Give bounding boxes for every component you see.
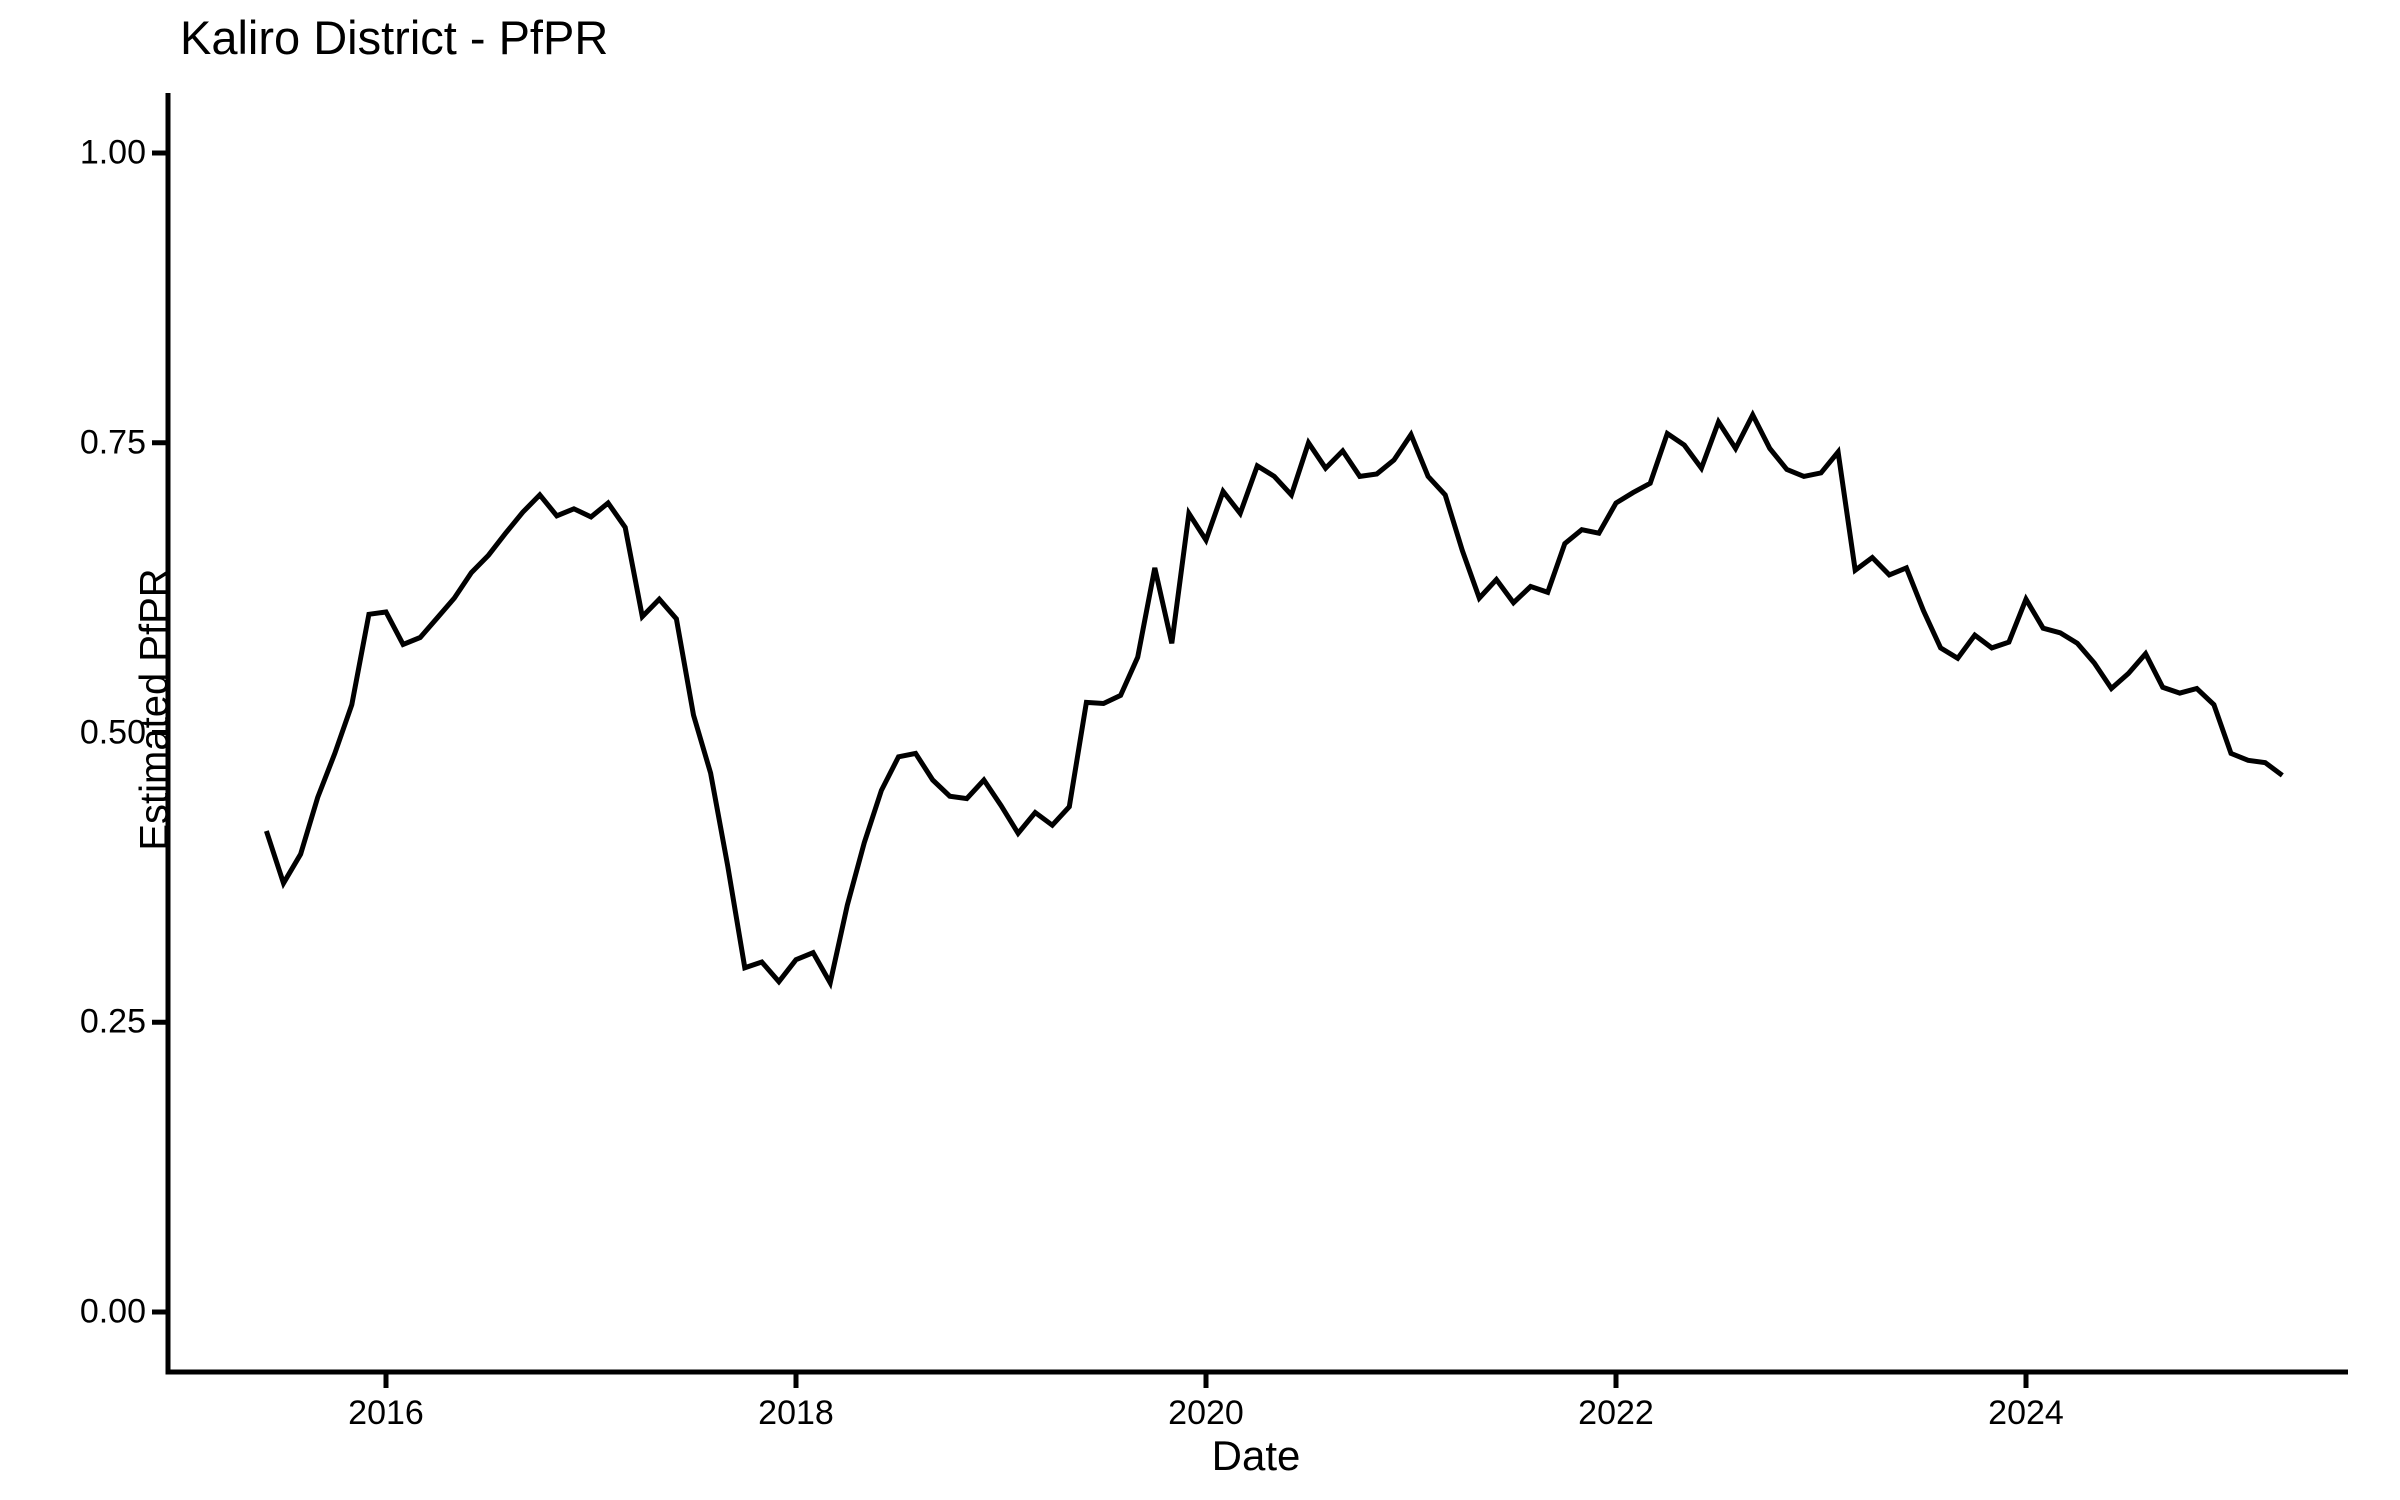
y-tick-label: 0.50 [79, 713, 146, 751]
x-tick-label: 2016 [348, 1394, 424, 1432]
tick-marks [152, 150, 2029, 1388]
pfpr-line-series [264, 409, 2284, 990]
estimated-pfpr-line [264, 409, 2284, 990]
x-tick-label: 2018 [758, 1394, 834, 1432]
chart-title: Kaliro District - PfPR [180, 11, 609, 64]
x-tick-label: 2020 [1168, 1394, 1244, 1432]
y-tick-label: 0.75 [79, 423, 146, 462]
x-tick-label: 2024 [1988, 1394, 2064, 1432]
x-tick-label: 2022 [1578, 1394, 1654, 1432]
x-axis-title: Date [1211, 1432, 1301, 1479]
y-tick-label: 0.25 [79, 1002, 146, 1041]
y-tick-label: 1.00 [79, 133, 146, 172]
y-tick-label: 0.00 [79, 1292, 146, 1331]
axes [165, 93, 2348, 1375]
